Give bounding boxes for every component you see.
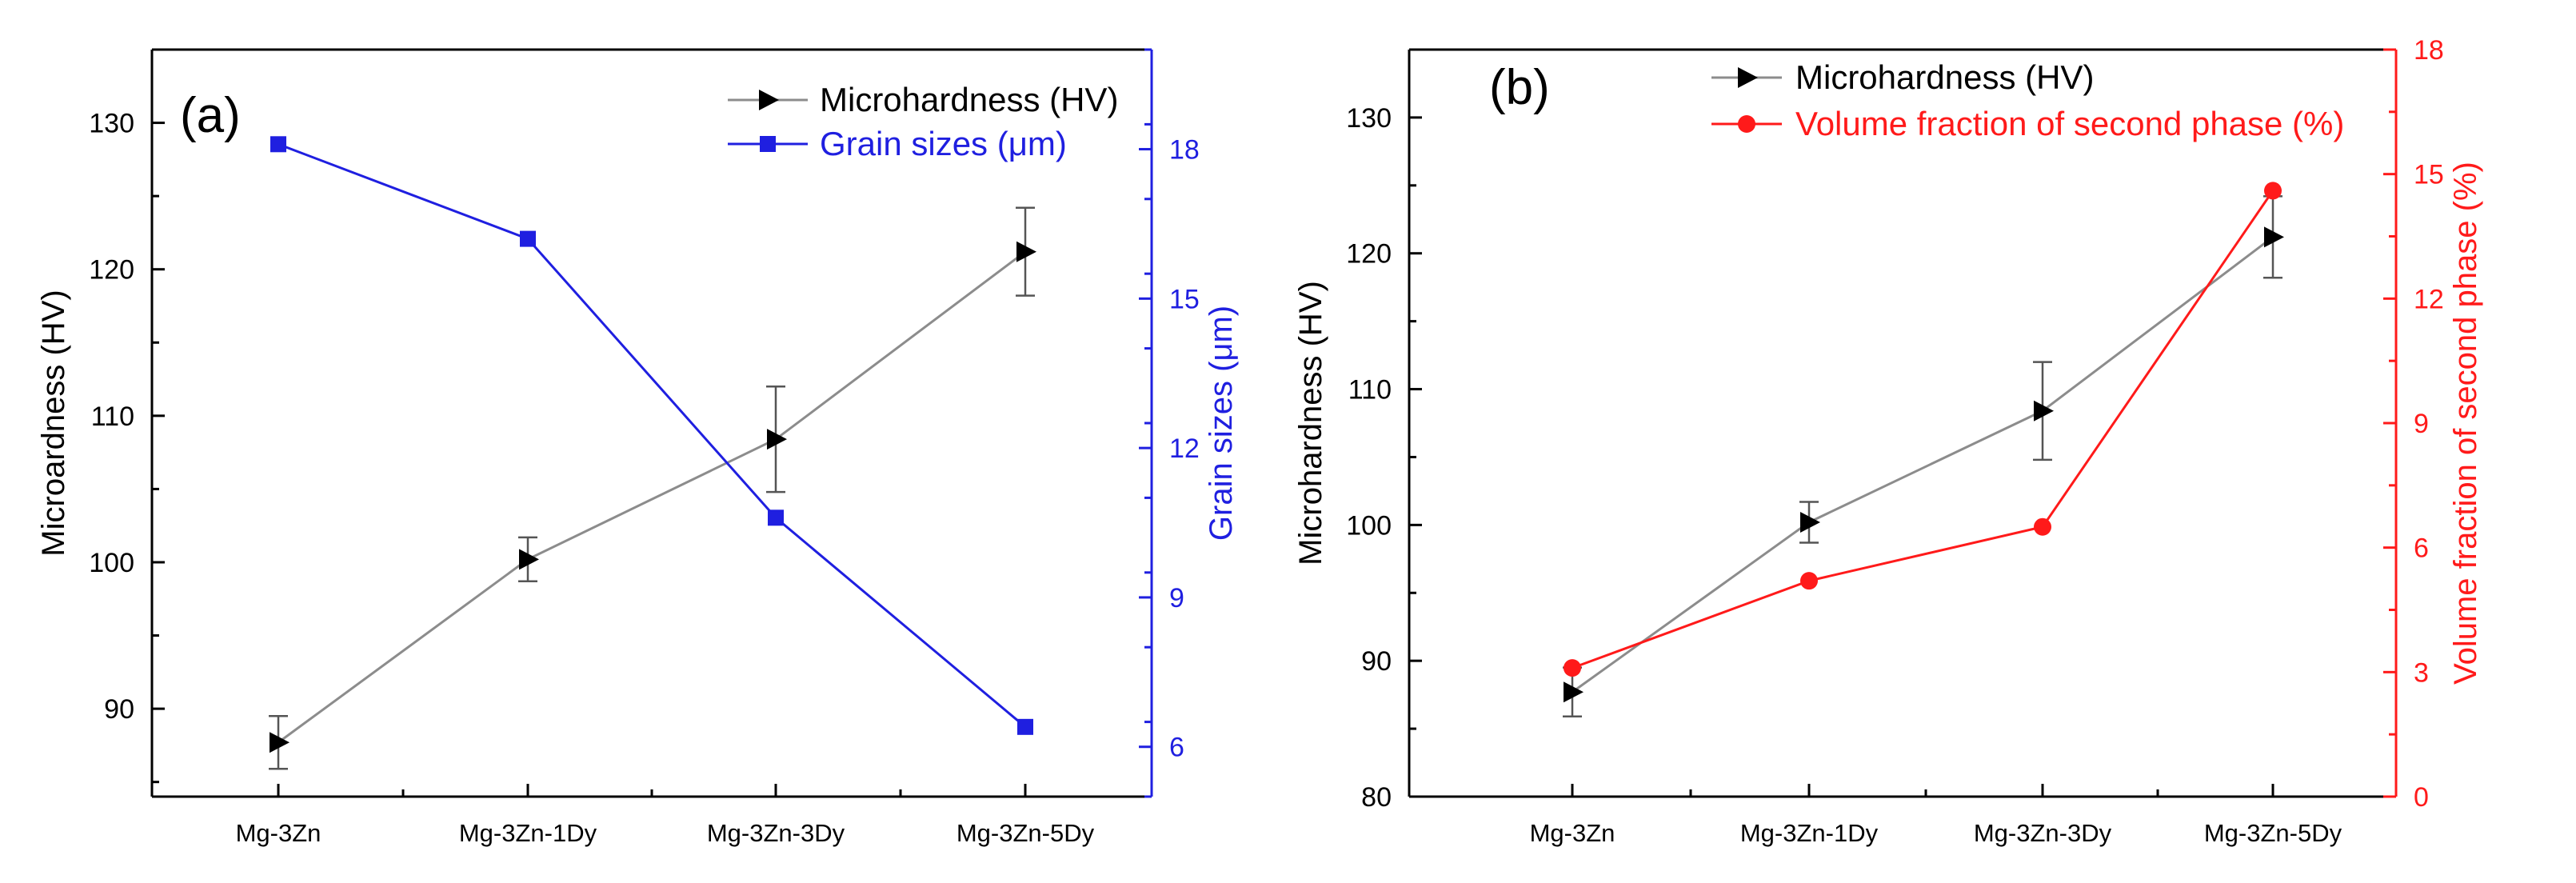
y-tick-right-label: 15 [1169, 284, 1200, 314]
x-tick-label: Mg-3Zn-1Dy [459, 819, 597, 847]
data-point [2264, 226, 2284, 248]
data-point [1564, 681, 1584, 703]
y-tick-right-label: 9 [2414, 409, 2429, 439]
x-tick-label: Mg-3Zn [1530, 819, 1615, 847]
panel-label: (a) [180, 88, 241, 143]
series-line [1572, 190, 2274, 669]
legend-entry: Microhardness (HV) [820, 81, 1118, 118]
x-tick-label: Mg-3Zn-3Dy [1974, 819, 2112, 847]
legend-marker [759, 90, 779, 110]
data-point [2034, 400, 2054, 422]
x-tick-label: Mg-3Zn-5Dy [2204, 819, 2342, 847]
legend-entry: Microhardness (HV) [1795, 58, 2094, 96]
y-axis-left-label: Microardness (HV) [36, 290, 71, 556]
x-tick-label: Mg-3Zn [236, 819, 322, 847]
data-point [768, 509, 784, 526]
y-axis-right-label: Volume fraction of second phase (%) [2448, 162, 2483, 685]
data-point [1800, 572, 1818, 590]
y-tick-right-label: 18 [1169, 135, 1200, 166]
y-tick-left-label: 100 [89, 548, 134, 578]
y-tick-right-label: 6 [2414, 533, 2429, 564]
y-tick-right-label: 0 [2414, 782, 2429, 813]
data-point [270, 732, 290, 753]
y-tick-left-label: 120 [89, 255, 134, 286]
y-tick-left-label: 100 [1346, 510, 1392, 541]
x-tick-label: Mg-3Zn-5Dy [957, 819, 1095, 847]
data-point [1016, 241, 1036, 262]
series-line [1572, 236, 2274, 693]
legend-marker [1738, 67, 1758, 88]
legend-entry: Volume fraction of second phase (%) [1795, 105, 2344, 142]
chart-panel-b: 80 90 100 110 120 130 0 3 6 9 12 15 18 Mg-3Zn Mg-3Zn-1… [1293, 35, 2483, 847]
data-point [1800, 511, 1820, 533]
y-tick-left-label: 130 [89, 109, 134, 139]
y-tick-left-label: 90 [1361, 646, 1392, 677]
data-point [519, 549, 539, 570]
y-tick-left-label: 120 [1346, 239, 1392, 270]
y-tick-left-label: 110 [91, 402, 134, 432]
data-point [2264, 182, 2282, 200]
y-tick-right-label: 12 [2414, 284, 2444, 314]
y-tick-right-label: 6 [1169, 733, 1184, 763]
y-axis-left-label: Microhardness (HV) [1293, 281, 1328, 565]
series-line [278, 142, 1026, 728]
legend-marker [760, 136, 776, 152]
legend-marker [1738, 115, 1755, 133]
panel-label: (b) [1489, 60, 1550, 115]
y-tick-left-label: 130 [1346, 103, 1392, 134]
x-tick-label: Mg-3Zn-1Dy [1740, 819, 1879, 847]
data-point [1564, 659, 1581, 677]
y-tick-right-label: 12 [1169, 434, 1200, 464]
data-point [1017, 718, 1033, 735]
y-axis-right-label: Grain sizes (μm) [1204, 306, 1239, 541]
data-point [270, 136, 286, 153]
data-point [520, 230, 536, 247]
legend-entry: Grain sizes (μm) [820, 125, 1067, 162]
x-tick-label: Mg-3Zn-3Dy [707, 819, 845, 847]
y-tick-right-label: 18 [2414, 35, 2444, 66]
data-point [2034, 517, 2051, 536]
y-tick-left-label: 80 [1361, 782, 1392, 813]
data-point [767, 429, 787, 450]
y-tick-left-label: 90 [104, 694, 134, 725]
series-line [278, 250, 1026, 744]
y-tick-right-label: 3 [2414, 657, 2429, 688]
y-tick-left-label: 110 [1348, 375, 1392, 406]
chart-panel-a: 90 100 110 120 130 6 9 12 15 18 Mg-3Zn Mg-3Zn-1Dy Mg… [36, 48, 1239, 847]
y-tick-right-label: 9 [1169, 583, 1184, 613]
y-tick-right-label: 15 [2414, 160, 2444, 190]
